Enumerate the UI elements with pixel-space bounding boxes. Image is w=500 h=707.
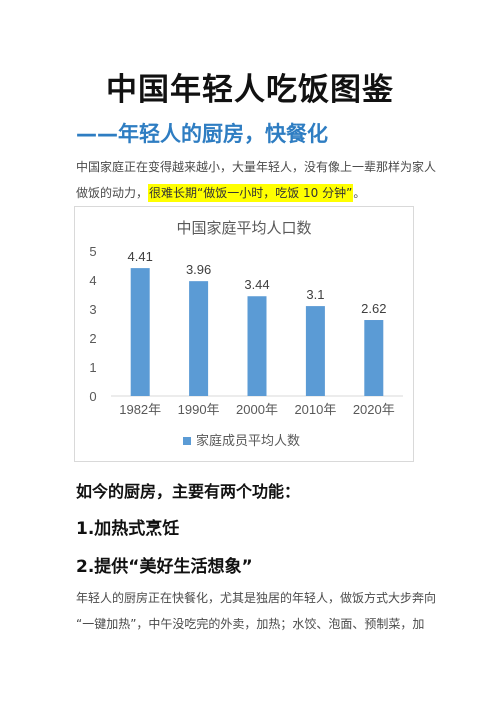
x-tick-label: 1990年 — [178, 402, 220, 417]
bar — [130, 268, 150, 396]
x-tick-label: 2000年 — [236, 402, 278, 417]
intro-highlight: 很难长期“做饭一小时，吃饭 10 分钟” — [148, 184, 354, 202]
legend-swatch — [183, 437, 191, 445]
bar — [364, 320, 384, 396]
intro-paragraph: 中国家庭正在变得越来越小，大量年轻人，没有像上一辈那样为家人做饭的动力，很难长期… — [76, 154, 436, 206]
chart-svg: 中国家庭平均人口数 0 1 2 3 4 5 4.41 1982年 3.96 1990年 3.44 200… — [89, 220, 403, 448]
y-tick-label: 5 — [89, 244, 96, 259]
household-size-chart: 中国家庭平均人口数 0 1 2 3 4 5 4.41 1982年 3.96 1990年 3.44 200… — [74, 206, 414, 462]
function-heading-2: 2.提供“美好生活想象” — [76, 557, 253, 577]
data-label: 3.1 — [306, 287, 324, 302]
page-title: 中国年轻人吃饭图鉴 — [106, 72, 394, 108]
bar — [305, 306, 325, 396]
y-tick-label: 3 — [89, 302, 96, 317]
y-tick-label: 4 — [89, 273, 96, 288]
data-label: 3.44 — [244, 277, 269, 292]
x-tick-label: 2010年 — [294, 402, 336, 417]
y-tick-label: 1 — [89, 360, 96, 375]
section-heading: 如今的厨房，主要有两个功能： — [76, 482, 301, 501]
intro-text: 中国家庭正在变得越来越小，大量年轻人，没有像上一辈那样为家人做饭的动力， — [76, 160, 437, 200]
bar — [189, 281, 209, 396]
page-subtitle: ——年轻人的厨房，快餐化 — [76, 122, 328, 146]
y-tick-label: 2 — [89, 331, 96, 346]
closing-paragraph: 年轻人的厨房正在快餐化，尤其是独居的年轻人，做饭方式大步奔向 “一键加热”，中午… — [76, 585, 436, 637]
chart-title: 中国家庭平均人口数 — [176, 220, 311, 237]
legend-label: 家庭成员平均人数 — [196, 433, 300, 448]
intro-end: 。 — [353, 186, 366, 200]
data-label: 3.96 — [186, 262, 211, 277]
x-tick-label: 1982年 — [119, 402, 161, 417]
function-heading-1: 1.加热式烹饪 — [76, 519, 180, 539]
bar — [247, 296, 267, 396]
y-tick-label: 0 — [89, 389, 96, 404]
x-tick-label: 2020年 — [353, 402, 395, 417]
closing-line-2: “一键加热”，中午没吃完的外卖，加热；水饺、泡面、预制菜，加 — [76, 617, 425, 631]
data-label: 2.62 — [361, 301, 386, 316]
closing-line-1: 年轻人的厨房正在快餐化，尤其是独居的年轻人，做饭方式大步奔向 — [76, 591, 437, 605]
data-label: 4.41 — [128, 249, 153, 264]
